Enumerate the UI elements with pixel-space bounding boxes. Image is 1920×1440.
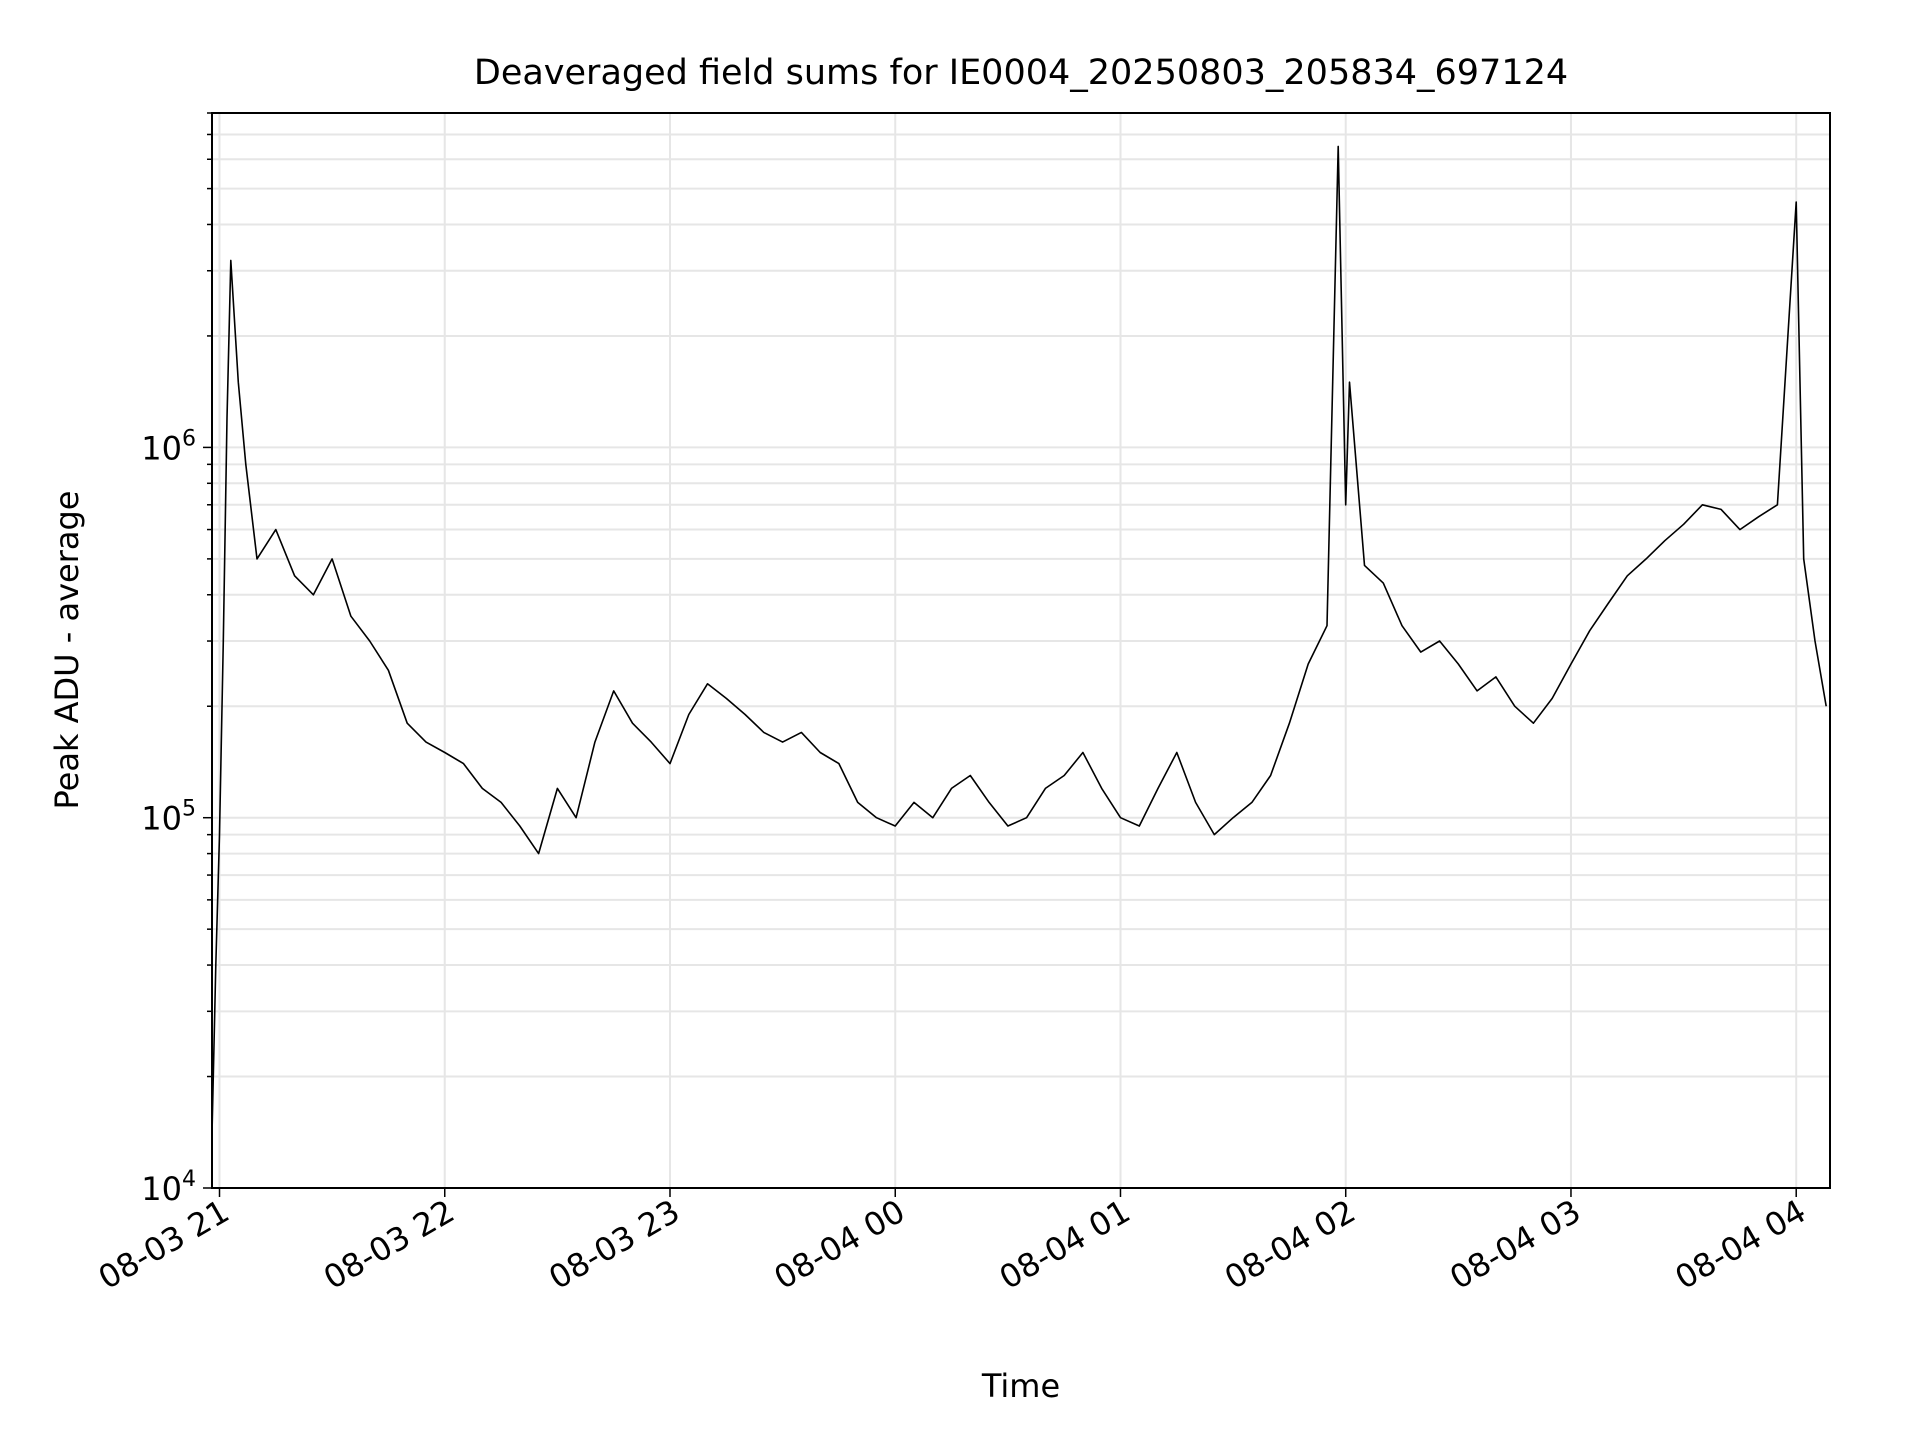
y-axis-label: Peak ADU - average — [48, 491, 86, 810]
y-tick-label: 106 — [141, 426, 196, 467]
series-line — [211, 145, 1827, 1134]
y-tick-label: 105 — [141, 797, 196, 838]
y-tick-label: 104 — [141, 1167, 196, 1208]
series-layer — [211, 145, 1827, 1134]
x-axis-label: Time — [981, 1367, 1060, 1405]
grid — [212, 112, 1830, 1189]
chart-title: Deaveraged field sums for IE0004_2025080… — [474, 53, 1568, 93]
plot-frame — [211, 112, 1831, 1189]
